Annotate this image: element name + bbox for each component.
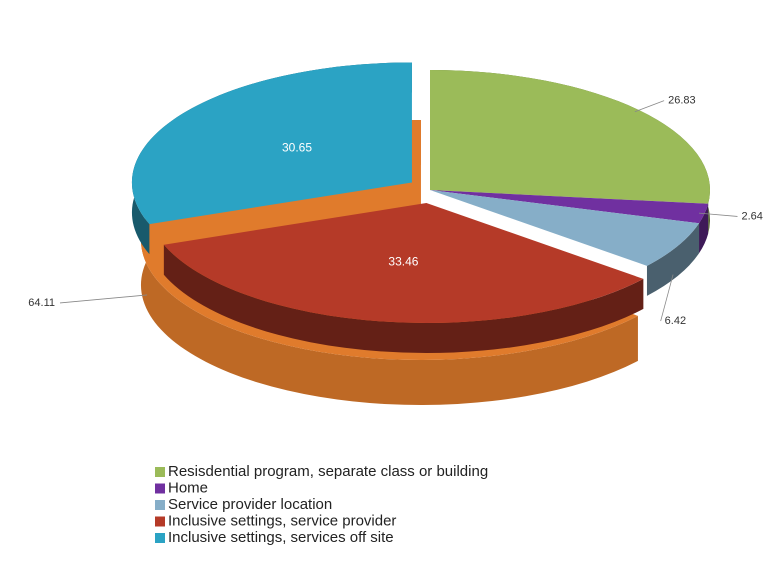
slice-side (699, 203, 709, 254)
data-label: 26.83 (668, 94, 696, 106)
legend-label: Inclusive settings, services off site (168, 529, 394, 546)
leader-line (634, 100, 665, 113)
slice (430, 190, 709, 224)
legend-label: Resisdential program, separate class or … (168, 463, 488, 480)
legend-label: Home (168, 479, 208, 496)
data-label: 33.46 (388, 254, 418, 268)
legend-swatch (155, 533, 165, 543)
legend-label: Inclusive settings, service provider (168, 512, 396, 529)
leader-line (660, 274, 674, 322)
group-label: 64.11 (28, 297, 55, 309)
legend-swatch (155, 483, 165, 494)
legend-swatch (155, 516, 165, 527)
legend-swatch (155, 467, 165, 477)
slice (163, 203, 644, 324)
group-side (140, 120, 638, 406)
data-label: 2.64 (741, 210, 762, 222)
legend-label: Service provider location (168, 496, 332, 513)
slice (131, 62, 412, 225)
slice (430, 190, 700, 266)
slice (430, 70, 710, 204)
leader-line (699, 212, 738, 217)
data-label: 30.65 (282, 140, 312, 154)
legend-swatch (155, 500, 165, 510)
slice-side (163, 244, 644, 354)
slice-side (646, 223, 700, 296)
data-label: 6.42 (665, 315, 686, 327)
leader-line (59, 294, 148, 304)
